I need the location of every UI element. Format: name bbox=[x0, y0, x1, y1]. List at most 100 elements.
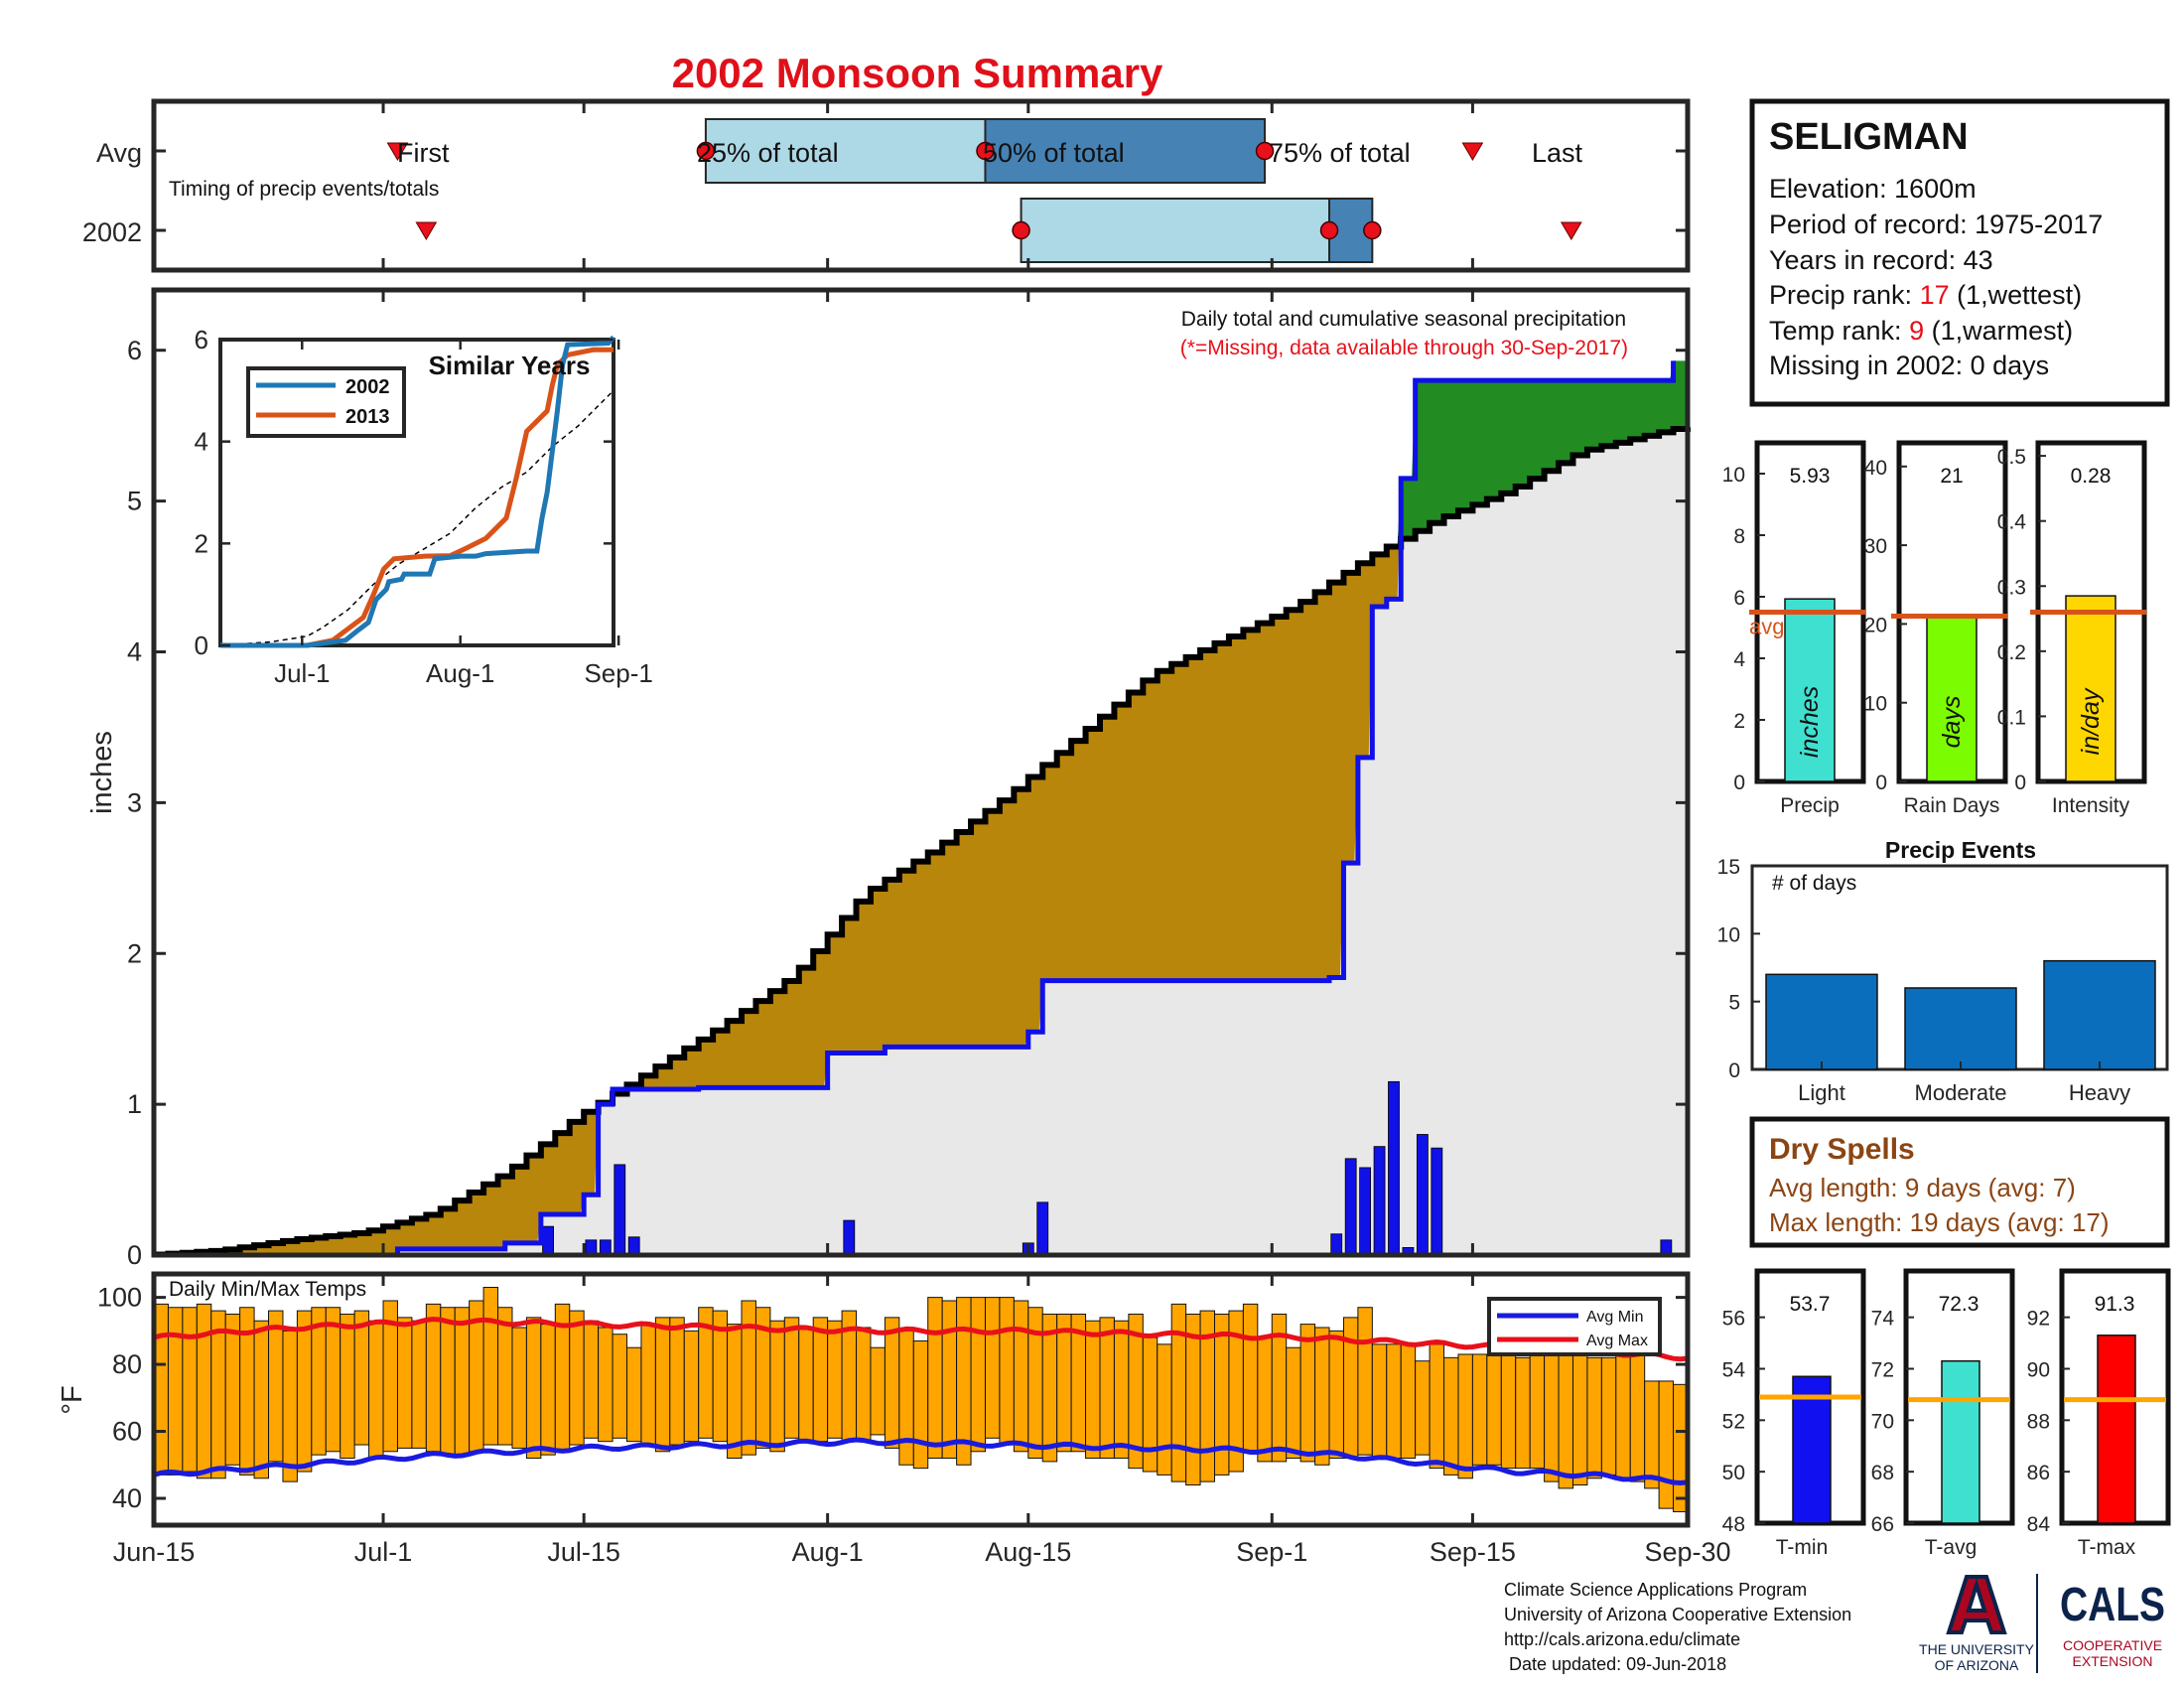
daily-temp-bar bbox=[411, 1320, 427, 1449]
daily-temp-bar bbox=[1056, 1313, 1072, 1453]
daily-precip-bar bbox=[1373, 1146, 1386, 1256]
avg-max-line bbox=[153, 1317, 1689, 1362]
summary-xlabel: Rain Days bbox=[1904, 794, 2000, 817]
daily-temp-bar bbox=[1415, 1360, 1431, 1456]
station-name: SELIGMAN bbox=[1769, 116, 1969, 158]
temp-summary-ytick-label: 88 bbox=[2027, 1410, 2050, 1433]
daily-temp-bar bbox=[1644, 1380, 1660, 1489]
temp-summary-xlabel: T-avg bbox=[1925, 1536, 1978, 1559]
y2002-last-marker bbox=[1560, 221, 1582, 240]
daily-temp-bar bbox=[1185, 1313, 1201, 1486]
coop-ext-line-2: EXTENSION bbox=[2073, 1653, 2153, 1669]
temp-y-ticks: 40 60 80 100 bbox=[97, 1283, 1688, 1513]
daily-temp-bar bbox=[870, 1346, 886, 1436]
summary-ytick-label: 0.1 bbox=[1997, 706, 2026, 729]
daily-precip-bar bbox=[1036, 1201, 1049, 1256]
daily-temp-bar bbox=[1085, 1320, 1101, 1460]
daily-temp-bar bbox=[783, 1317, 800, 1439]
legend-2013-label: 2013 bbox=[345, 406, 390, 428]
temp-summary-t-avg: 66 68 70 72 74 72.3 T-avg bbox=[1871, 1268, 2015, 1559]
temp-summary-ytick-label: 90 bbox=[2027, 1358, 2050, 1381]
summary-value-bar bbox=[1784, 598, 1836, 782]
daily-precip-bar bbox=[1344, 1158, 1357, 1256]
surplus-fill bbox=[154, 360, 1688, 1255]
temp-summary-ytick-label: 52 bbox=[1722, 1410, 1745, 1433]
daily-temp-bar bbox=[898, 1330, 914, 1466]
station-elevation: Elevation: 1600m bbox=[1769, 174, 1977, 204]
date-axis-ticks: Jun-15 Jul-1 Jul-15 Aug-1 Aug-15 Sep-1 Sep-15 S… bbox=[113, 101, 1731, 1567]
daily-temp-bar bbox=[1314, 1327, 1330, 1466]
temp-ytick-label: 100 bbox=[97, 1283, 142, 1313]
temp-summary-ytick-label: 70 bbox=[1871, 1410, 1894, 1433]
temp-ytick-label: 40 bbox=[112, 1483, 142, 1513]
daily-temp-bar bbox=[984, 1297, 1001, 1439]
main-missing-note: (*=Missing, data available through 30-Se… bbox=[1180, 337, 1628, 359]
summary-xlabel: Precip bbox=[1780, 794, 1840, 817]
avg-p25-marker bbox=[696, 141, 716, 161]
cals-wordmark: CALS bbox=[2060, 1579, 2165, 1631]
temp-summary-value-label: 72.3 bbox=[1939, 1293, 1979, 1316]
daily-temp-bar bbox=[1500, 1343, 1517, 1470]
daily-temp-bar bbox=[654, 1317, 671, 1453]
daily-temp-bar bbox=[727, 1324, 743, 1460]
daily-temp-bar bbox=[1529, 1343, 1546, 1470]
precip-events-ylabel: # of days bbox=[1772, 872, 1856, 895]
timing-marks bbox=[154, 118, 1688, 263]
daily-temp-bar bbox=[1443, 1356, 1459, 1476]
daily-precip-bar bbox=[1416, 1134, 1429, 1256]
footer-line-3: http://cals.arizona.edu/climate bbox=[1504, 1629, 1740, 1649]
footer-line-2: University of Arizona Cooperative Extens… bbox=[1504, 1605, 1851, 1624]
timing-first-label: First bbox=[397, 138, 450, 168]
precip-event-bar-heavy bbox=[2043, 959, 2156, 1070]
temp-summary-value-label: 53.7 bbox=[1790, 1293, 1831, 1316]
summary-ytick-label: 10 bbox=[1864, 693, 1887, 716]
daily-temp-bar bbox=[1429, 1343, 1445, 1470]
summary-chart-intensity: 0 0.1 0.2 0.3 0.4 0.5 0.28 in/day Intensity bbox=[1997, 440, 2147, 817]
legend-avg-max-label: Avg Max bbox=[1586, 1333, 1648, 1349]
precip-events-ytick-label: 0 bbox=[1728, 1059, 1740, 1082]
daily-temp-bar bbox=[1515, 1356, 1531, 1470]
daily-temp-bar bbox=[296, 1310, 313, 1473]
timing-row-2002-label: 2002 bbox=[82, 217, 142, 247]
daily-temp-bar bbox=[941, 1300, 958, 1460]
daily-temp-bar bbox=[210, 1310, 226, 1479]
summary-ytick-label: 0.5 bbox=[1997, 446, 2026, 469]
summary-chart-precip: 0 2 4 6 8 10 5.93 inches Precip avg bbox=[1722, 440, 1866, 817]
temp-summary-ytick-label: 66 bbox=[1871, 1513, 1894, 1536]
daily-temp-bar bbox=[182, 1307, 198, 1473]
daily-temp-bar bbox=[612, 1334, 627, 1439]
y2002-25-50-box bbox=[1020, 198, 1331, 263]
timing-row-avg-label: Avg bbox=[96, 138, 142, 168]
station-period: Period of record: 1975-2017 bbox=[1769, 210, 2103, 239]
daily-temp-bar bbox=[1600, 1356, 1617, 1476]
dry-spells-box: Dry Spells Avg length: 9 days (avg: 7) M… bbox=[1749, 1116, 2170, 1248]
temp-summary-xlabel: T-max bbox=[2078, 1536, 2136, 1559]
legend-avg-min-label: Avg Min bbox=[1586, 1309, 1644, 1326]
daily-precip-bar bbox=[1431, 1147, 1443, 1256]
precip-events-panel: Precip Events Light Moderate Heavy 0 5 10 15 #… bbox=[1717, 837, 2169, 1105]
daily-temp-bar bbox=[598, 1327, 614, 1443]
avg-p75-marker bbox=[1255, 141, 1275, 161]
temp-summary-ytick-label: 72 bbox=[1871, 1358, 1894, 1381]
summary-unit-label: inches bbox=[1796, 686, 1824, 758]
temp-summary-ytick-label: 84 bbox=[2027, 1513, 2051, 1536]
y2002-first-marker bbox=[415, 221, 438, 240]
precip-events-xlabel: Light bbox=[1798, 1080, 1845, 1105]
daily-temp-bar bbox=[196, 1303, 212, 1479]
daily-temp-bar bbox=[1471, 1353, 1488, 1466]
daily-temp-bar bbox=[540, 1324, 556, 1456]
daily-temp-bar bbox=[1658, 1380, 1675, 1509]
summary-xlabel: Intensity bbox=[2052, 794, 2130, 817]
daily-temp-bar bbox=[325, 1307, 341, 1453]
summary-value-label: 21 bbox=[1940, 465, 1963, 488]
main-note: Daily total and cumulative seasonal prec… bbox=[1181, 308, 1626, 331]
daily-temp-bar bbox=[440, 1307, 456, 1456]
timing-p25-label: 25% of total bbox=[697, 138, 839, 168]
footer-line-1: Climate Science Applications Program bbox=[1504, 1580, 1807, 1600]
daily-temp-bar bbox=[927, 1297, 943, 1460]
figure-title: 2002 Monsoon Summary bbox=[672, 50, 1163, 96]
daily-precip-bar bbox=[1359, 1167, 1372, 1256]
similar-ytick-label: 0 bbox=[195, 631, 208, 660]
similar-ytick-label: 2 bbox=[195, 528, 208, 558]
